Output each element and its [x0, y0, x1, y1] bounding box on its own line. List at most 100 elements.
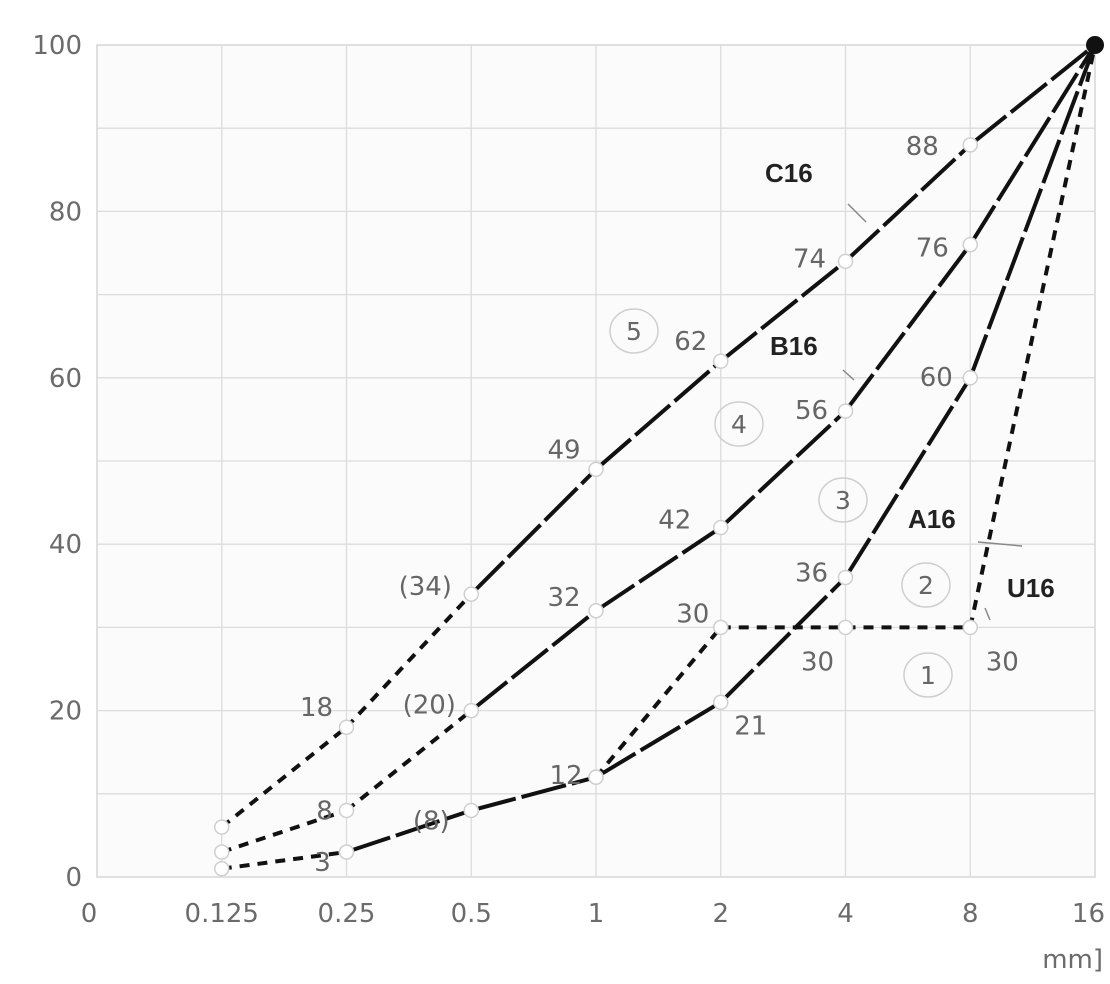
point-marker-b16: [214, 844, 230, 860]
series-segment-b16: [968, 43, 1097, 246]
x-tick-label: 1: [588, 899, 605, 929]
data-label-a16: (8): [413, 806, 450, 836]
data-label-b16: 76: [916, 234, 949, 264]
zone-label-3: 3: [835, 486, 851, 515]
y-tick-label: 100: [32, 31, 82, 61]
zone-marker-5: [609, 308, 659, 354]
point-marker-a16: [962, 370, 978, 386]
point-marker-c16: [338, 719, 355, 735]
x-axis-unit-label: mm]: [1042, 945, 1103, 975]
data-label-a16: 60: [920, 363, 953, 393]
data-label-u16: 30: [676, 599, 709, 629]
redaction-blob: [816, 932, 928, 984]
data-label-c16: 74: [793, 244, 826, 274]
data-label-c16: 18: [300, 693, 333, 723]
series-segment-a16: [968, 44, 1097, 379]
y-axis-ticks: 0 20 40 60 80 100: [32, 31, 82, 893]
x-tick-label: 16: [1072, 899, 1105, 929]
series-segment-c16: [345, 592, 473, 729]
series-segment-a16: [719, 576, 847, 704]
data-label-c16: (34): [399, 572, 452, 602]
curve-label-b16: B16: [770, 331, 818, 361]
series-segment-c16: [719, 259, 847, 363]
data-labels: 18(34)496274888(20)324256763(8)122136603…: [300, 132, 1019, 878]
series-segment-u16: [968, 44, 1097, 628]
series-segment-b16: [345, 709, 473, 813]
zone-marker-4: [714, 401, 764, 447]
data-label-a16: 3: [314, 848, 331, 878]
data-label-u16: 30: [986, 647, 1019, 677]
point-marker-a16: [713, 694, 729, 711]
curve-label-leaders: [842, 203, 1023, 621]
series-segment-c16: [844, 143, 972, 263]
y-tick-label: 40: [49, 530, 82, 560]
zone-label-4: 4: [731, 410, 747, 439]
series-segment-a16: [345, 808, 472, 854]
point-marker-u16: [837, 619, 854, 636]
series-segment-b16: [843, 243, 972, 413]
point-marker-c16: [588, 461, 604, 478]
data-label-a16: 12: [549, 761, 582, 791]
data-label-u16: 30: [801, 647, 834, 677]
point-marker-a16: [338, 844, 355, 860]
x-tick-label: 0.5: [451, 899, 492, 929]
point-marker-c16: [962, 137, 978, 153]
series-segment-a16: [594, 700, 722, 779]
data-label-c16: 62: [674, 327, 707, 357]
point-marker-b16: [837, 403, 854, 419]
zone-label-1: 1: [920, 661, 936, 690]
series-segment-b16: [221, 808, 348, 854]
curve-label-a16: A16: [908, 504, 956, 534]
data-label-a16: 36: [795, 558, 828, 588]
point-marker-c16: [463, 586, 479, 602]
series-segment-c16: [969, 43, 1097, 147]
point-marker-b16: [713, 519, 729, 536]
point-marker-b16: [338, 802, 355, 819]
y-tick-label: 20: [49, 697, 82, 727]
series-segment-b16: [594, 525, 722, 613]
y-tick-label: 80: [49, 197, 82, 227]
series-segment-a16: [843, 376, 972, 579]
point-marker-b16: [463, 702, 479, 719]
data-label-c16: 49: [547, 435, 580, 465]
series-segment-u16: [594, 626, 723, 779]
series-segment-b16: [719, 409, 847, 530]
point-marker-c16: [837, 253, 854, 270]
series-segment-c16: [594, 359, 723, 471]
series-segment-c16: [469, 467, 598, 596]
end-point-marker: [1086, 36, 1104, 54]
x-tick-label: 8: [962, 899, 979, 929]
data-label-b16: 8: [316, 796, 333, 826]
zone-label-5: 5: [626, 317, 642, 346]
data-label-b16: (20): [403, 691, 456, 721]
point-marker-a16: [214, 860, 230, 877]
point-marker-c16: [713, 353, 729, 369]
point-marker-u16: [588, 769, 604, 785]
zone-label-2: 2: [918, 571, 934, 600]
x-tick-label: 0.125: [185, 899, 259, 929]
series-lines: [220, 43, 1097, 871]
zone-marker-2: [901, 562, 951, 608]
x-axis-ticks: 0 0.125 0.25 0.5 1 2 4 8 16: [81, 899, 1105, 929]
point-marker-u16: [713, 619, 729, 636]
y-tick-label: 60: [49, 364, 82, 394]
point-marker-a16: [463, 802, 479, 819]
point-marker-b16: [588, 603, 604, 619]
x-tick-label: 0.25: [318, 899, 376, 929]
x-tick-label: 4: [837, 899, 854, 929]
curve-label-c16: C16: [765, 158, 813, 188]
data-label-c16: 88: [906, 132, 939, 162]
point-marker-b16: [962, 236, 978, 253]
data-label-a16: 21: [734, 711, 767, 741]
point-marker-c16: [214, 819, 230, 835]
zone-markers: 5 4 3 2 1: [609, 308, 953, 698]
data-label-b16: 56: [795, 396, 828, 426]
series-segment-a16: [470, 775, 597, 813]
x-tick-label: 2: [712, 899, 729, 929]
point-marker-a16: [837, 569, 854, 586]
zone-marker-1: [903, 652, 953, 698]
zone-marker-3: [818, 477, 868, 523]
series-segment-c16: [220, 725, 348, 829]
y-tick-label: 0: [65, 863, 82, 893]
